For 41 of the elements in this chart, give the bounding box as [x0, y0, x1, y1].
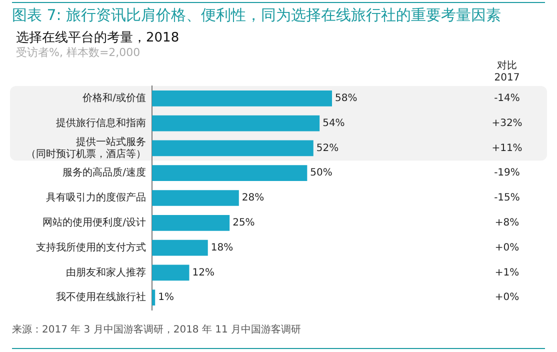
bar [152, 214, 230, 231]
bar [152, 165, 308, 182]
text: +0% [494, 242, 520, 254]
data-label: 54% [322, 118, 345, 129]
y-tick-label: 具有吸引力的度假产品 [46, 192, 146, 204]
bar [152, 90, 332, 106]
chart-subtitle: 选择在线平台的考量，2018 [16, 30, 180, 46]
bar [152, 115, 320, 132]
y-tick-label: 由朋友和家人推荐 [66, 266, 146, 278]
bar [152, 290, 156, 306]
text: +1% [494, 267, 520, 278]
y-tick-label: 提供一站式服务（同时预订机票，酒店等） [26, 136, 146, 160]
text: -14% [494, 93, 520, 104]
y-tick-label: 提供旅行信息和指南 [56, 116, 146, 129]
text: 对比 2017 [494, 60, 520, 84]
text: +11% [492, 142, 522, 154]
data-label: 25% [232, 217, 255, 228]
y-tick-label: 价格和/或价值 [82, 92, 146, 104]
bar [152, 240, 208, 256]
chart-title: 图表 7: 旅行资讯比肩价格、便利性，同为选择在线旅行社的重要考量因素 [12, 6, 502, 24]
text: +32% [492, 118, 522, 129]
text: +8% [494, 217, 520, 228]
bar [152, 190, 239, 206]
y-tick-label: 支持我所使用的支付方式 [36, 241, 146, 254]
text: -19% [494, 168, 520, 179]
text: -15% [494, 192, 520, 204]
text: +0% [494, 292, 520, 304]
y-tick-label: 服务的高品质/速度 [62, 166, 146, 179]
data-label: 12% [192, 267, 214, 278]
y-tick-label: 我不使用在线旅行社 [56, 291, 146, 304]
data-label: 50% [310, 168, 332, 179]
y-tick-label: 网站的使用便利度/设计 [42, 216, 146, 228]
data-label: 58% [335, 93, 358, 104]
data-label: 18% [210, 242, 234, 254]
data-label: 1% [158, 292, 174, 304]
bar [152, 140, 314, 156]
bar [152, 264, 190, 281]
data-label: 28% [242, 192, 264, 204]
data-label: 52% [316, 142, 339, 154]
text: 受访者%, 样本数=2,000 [16, 46, 140, 59]
source-note: 来源：2017 年 3 月中国游客调研，2018 年 11 月中国游客调研 [12, 324, 302, 336]
